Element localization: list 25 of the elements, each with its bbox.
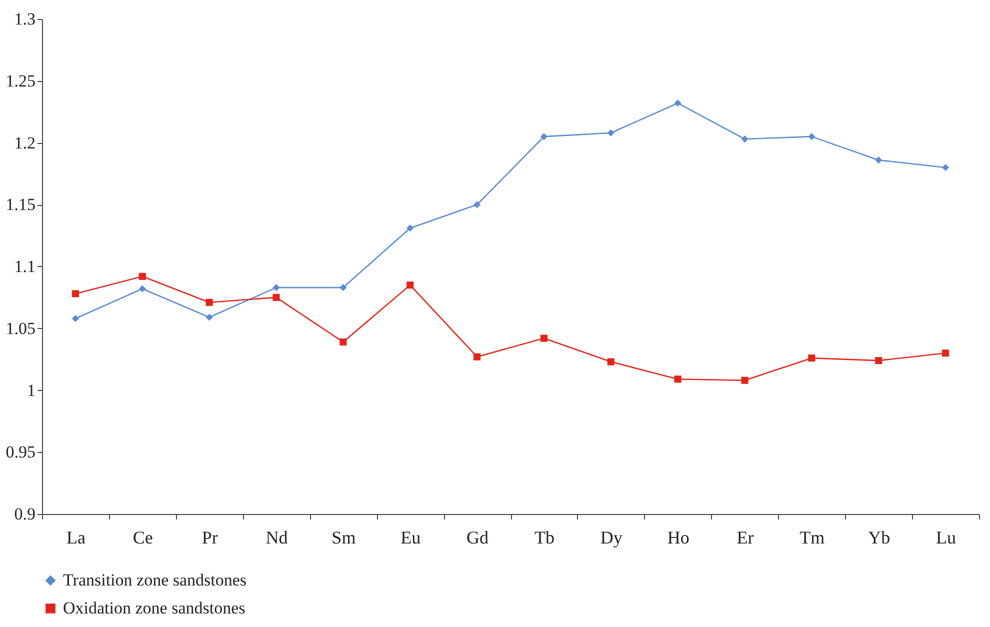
y-tick-label: 1	[27, 380, 36, 400]
y-tick-label: 0.95	[6, 442, 36, 462]
x-tick-label: La	[66, 528, 86, 548]
x-tick-label: Dy	[600, 528, 622, 548]
x-tick-label: Yb	[868, 528, 890, 548]
x-tick-label: Ce	[132, 528, 153, 548]
y-tick-label: 1.3	[14, 10, 36, 28]
x-tick-label: Pr	[202, 528, 218, 548]
y-tick-label: 1.15	[6, 195, 36, 214]
y-tick-label: 1.05	[6, 318, 36, 338]
y-tick-label: 1.1	[14, 257, 36, 276]
x-tick-label: Tm	[800, 528, 825, 548]
legend-label: Oxidation zone sandstones	[63, 598, 246, 618]
x-tick-label: Tb	[534, 528, 554, 548]
x-tick-label: Nd	[266, 528, 288, 548]
x-tick-label: Lu	[936, 528, 956, 548]
y-tick-label: 1.25	[6, 71, 36, 90]
y-tick-label: 0.9	[14, 504, 36, 524]
legend-label: Transition zone sandstones	[63, 570, 247, 590]
x-tick-label: Sm	[332, 528, 356, 548]
x-tick-label: Eu	[400, 528, 421, 548]
y-tick-label: 1.2	[14, 133, 36, 152]
x-tick-label: Ho	[667, 528, 690, 548]
x-tick-label: Gd	[466, 528, 489, 548]
x-tick-label: Er	[736, 528, 754, 548]
